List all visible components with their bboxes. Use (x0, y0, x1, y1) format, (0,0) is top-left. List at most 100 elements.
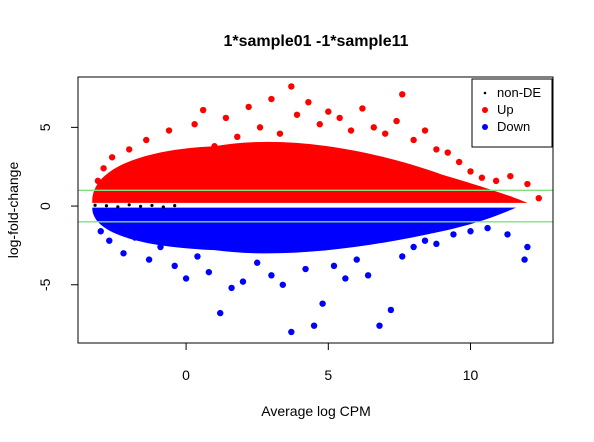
data-point (104, 204, 109, 208)
data-point (393, 117, 400, 125)
data-point (353, 256, 360, 263)
data-point (157, 243, 164, 251)
data-point (145, 256, 153, 263)
legend: non-DE Up Down (471, 78, 553, 148)
y-axis-label: log-fold-change (5, 162, 21, 259)
data-point (199, 106, 207, 114)
data-point (293, 111, 301, 118)
x-axis-label: Average log CPM (261, 403, 370, 419)
data-point (305, 98, 312, 106)
data-point (211, 143, 218, 150)
data-point (524, 180, 531, 188)
data-point (399, 253, 406, 260)
data-point (131, 180, 139, 188)
data-point (234, 133, 241, 141)
data-point (222, 114, 230, 122)
data-point (127, 203, 131, 207)
y-tick-label: 0 (37, 202, 53, 210)
data-point (256, 124, 264, 131)
data-point (131, 234, 139, 241)
data-point (507, 172, 514, 180)
data-point (182, 275, 190, 282)
data-point (100, 165, 107, 172)
data-point (268, 95, 275, 103)
data-point (410, 136, 417, 144)
data-point (370, 124, 378, 131)
series-up (94, 83, 542, 202)
legend-marker (482, 107, 488, 113)
data-point (217, 309, 224, 317)
y-tick-label: 5 (37, 123, 53, 131)
data-point (364, 272, 372, 279)
data-point (387, 306, 395, 314)
points-layer (78, 83, 553, 336)
data-point (173, 203, 177, 208)
data-point (521, 256, 528, 263)
point-cloud (92, 141, 528, 254)
data-point (108, 154, 116, 161)
data-point (410, 243, 417, 251)
data-point (433, 146, 440, 153)
data-point (161, 205, 165, 209)
series-down (97, 224, 531, 336)
data-point (325, 108, 332, 115)
x-tick-label: 10 (463, 367, 479, 383)
series-non-de (93, 203, 177, 209)
legend-label: non-DE (497, 85, 541, 100)
data-point (319, 300, 326, 307)
data-point (450, 231, 457, 238)
data-point (467, 228, 474, 235)
data-point (205, 268, 213, 276)
data-point (138, 204, 143, 208)
legend-label: Down (497, 119, 530, 134)
up-cloud (92, 141, 528, 203)
data-point (444, 149, 451, 156)
data-point (504, 231, 511, 238)
data-point (228, 284, 235, 292)
data-point (310, 322, 318, 329)
data-point (125, 146, 133, 153)
data-point (165, 127, 173, 134)
legend-label: Up (497, 102, 514, 117)
down-cloud (92, 207, 517, 254)
data-point (279, 281, 286, 288)
data-point (467, 168, 474, 175)
data-point (381, 130, 389, 137)
data-point (359, 105, 366, 112)
data-point (106, 237, 113, 244)
data-point (143, 136, 150, 144)
data-point (191, 121, 198, 128)
data-point (478, 174, 486, 181)
data-point (399, 91, 406, 98)
data-point (116, 205, 120, 209)
data-point (154, 155, 161, 163)
data-point (336, 114, 343, 122)
data-point (421, 127, 429, 134)
data-point (253, 259, 261, 266)
legend-marker (483, 91, 487, 95)
data-point (455, 158, 463, 166)
x-axis: 0 5 10 (182, 342, 479, 383)
data-point (94, 177, 102, 185)
data-point (316, 121, 323, 128)
data-point (288, 83, 295, 90)
data-point (347, 127, 355, 134)
legend-box (471, 78, 553, 148)
data-point (150, 203, 154, 208)
data-point (421, 237, 429, 244)
data-point (117, 171, 124, 178)
data-point (330, 262, 338, 270)
data-point (245, 103, 252, 111)
x-tick-label: 5 (324, 367, 332, 383)
data-point (524, 243, 531, 251)
data-point (433, 240, 440, 248)
data-point (288, 328, 295, 336)
data-point (268, 272, 275, 279)
y-tick-label: -5 (37, 278, 53, 291)
y-axis: -5 0 5 (37, 123, 79, 291)
data-point (484, 224, 491, 232)
data-point (120, 250, 127, 257)
data-point (302, 265, 309, 273)
chart-title: 1*sample01 -1*sample11 (223, 33, 408, 50)
